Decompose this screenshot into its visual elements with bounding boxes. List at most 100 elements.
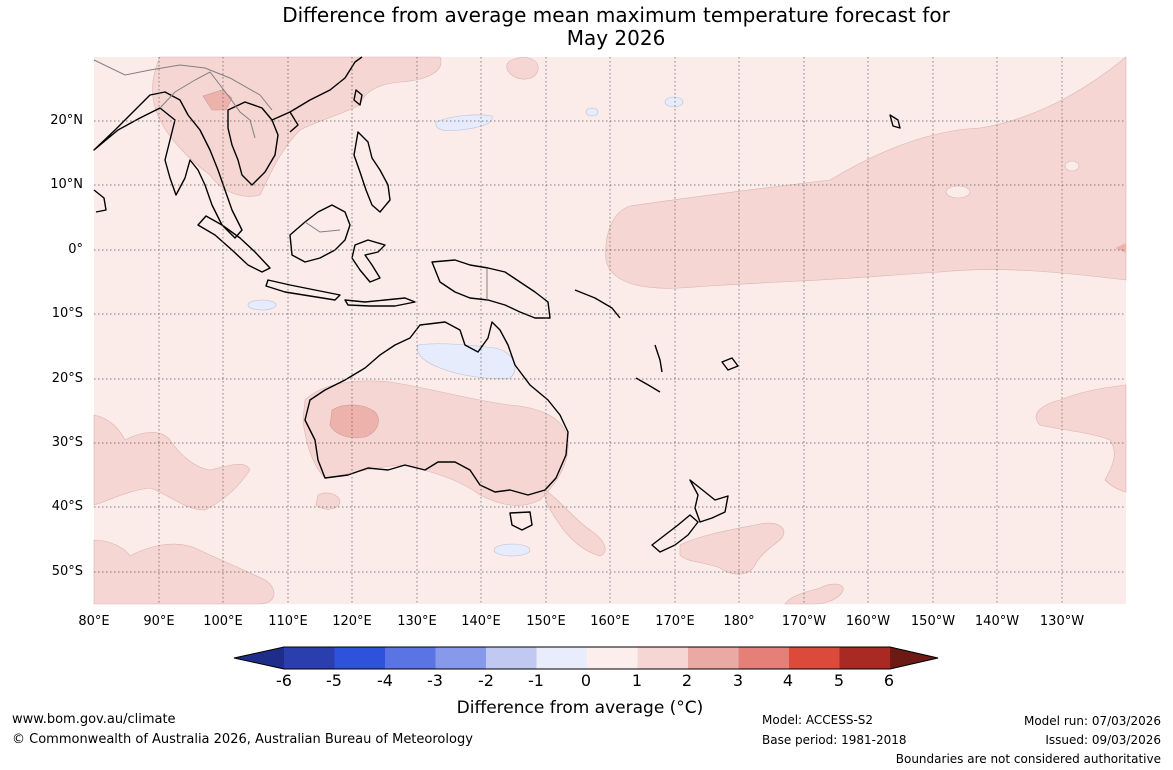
colorbar-extend-high	[890, 647, 938, 669]
chart-title: Difference from average mean maximum tem…	[0, 4, 1173, 50]
colorbar-segment	[385, 647, 436, 669]
anomaly-region-ne	[506, 57, 539, 80]
colorbar-tick-label: 2	[681, 671, 693, 690]
title-line-1: Difference from average mean maximum tem…	[282, 3, 950, 27]
colorbar-segment	[435, 647, 487, 669]
anomaly-region-east	[1035, 384, 1127, 493]
lon-label: 90°E	[143, 614, 175, 629]
lon-label: 170°W	[781, 614, 827, 629]
coastline-sumatra	[197, 215, 271, 273]
coastline-philippines	[353, 131, 391, 213]
coastlines	[93, 56, 901, 553]
colorbar-segment	[334, 647, 386, 669]
country-borders	[93, 59, 488, 300]
lat-label: 20°N	[50, 113, 83, 128]
colorbar-tick-label: -1	[528, 671, 544, 690]
lat-label: 0°	[68, 242, 83, 257]
anomaly-region-island	[315, 492, 341, 510]
model-text: Model: ACCESS-S2	[762, 713, 874, 727]
anomaly-hole	[945, 185, 971, 199]
website-text: www.bom.gov.au/climate	[12, 712, 176, 727]
lon-label: 120°E	[332, 614, 372, 629]
colorbar-tick-label: -4	[377, 671, 393, 690]
issued-text: Issued: 09/03/2026	[1045, 733, 1161, 747]
colorbar-segment	[637, 647, 689, 669]
coastline-fiji	[721, 357, 739, 371]
lon-label: 100°E	[203, 614, 243, 629]
lon-label: 150°E	[526, 614, 566, 629]
coastline-lesser-sunda	[344, 297, 416, 307]
lon-label: 160°W	[845, 614, 891, 629]
anomaly-region-cool-small	[247, 299, 277, 311]
lat-label: 10°S	[51, 306, 83, 321]
title-line-2: May 2026	[566, 26, 666, 50]
lon-label: 180°	[723, 614, 755, 629]
colorbar-segment	[738, 647, 790, 669]
border-myanmar	[159, 71, 256, 139]
anomaly-region-edge	[1115, 243, 1126, 253]
colorbar-segment	[789, 647, 840, 669]
border-china	[93, 59, 273, 111]
coastline-australia	[304, 321, 569, 496]
colorbar-segment	[486, 647, 537, 669]
colorbar-outline	[233, 646, 939, 670]
lon-label: 110°E	[268, 614, 308, 629]
colorbar-title: Difference from average (°C)	[456, 698, 704, 718]
lat-label: 50°S	[51, 564, 83, 579]
coastline-java	[265, 279, 341, 301]
lon-label: 160°E	[590, 614, 630, 629]
coastline-tasmania	[509, 511, 533, 531]
colorbar-tick-label: 1	[631, 671, 643, 690]
colorbar-segment	[587, 647, 638, 669]
lat-label: 20°S	[51, 371, 83, 386]
lon-label: 170°E	[655, 614, 695, 629]
anomaly-region-cool-philippine	[435, 114, 493, 132]
copyright-text: © Commonwealth of Australia 2026, Austra…	[12, 732, 473, 747]
lon-label: 80°E	[78, 614, 110, 629]
colorbar-segment	[688, 647, 739, 669]
coastline-mariana	[889, 114, 901, 129]
colorbar	[233, 646, 939, 670]
colorbar-extend-low	[234, 647, 284, 669]
coastline-india-tip	[93, 189, 107, 213]
graticule	[94, 57, 1126, 604]
anomaly-region-australia-core	[329, 404, 379, 439]
coastline-taiwan	[353, 89, 363, 106]
anomaly-region-cool-small	[585, 107, 599, 117]
lat-label: 10°N	[50, 177, 83, 192]
colorbar-segment	[536, 647, 588, 669]
colorbar-tick-label: 5	[833, 671, 845, 690]
coastline-se-asia	[93, 91, 243, 239]
anomaly-region-south-pacific	[784, 583, 844, 605]
disclaimer-text: Boundaries are not considered authoritat…	[895, 752, 1161, 766]
anomaly-hole	[1064, 160, 1080, 172]
colorbar-tick-label: -5	[326, 671, 342, 690]
anomaly-region-asia-core	[202, 89, 233, 111]
lon-label: 130°W	[1039, 614, 1085, 629]
lat-label: 30°S	[51, 435, 83, 450]
colorbar-tick-label: -6	[276, 671, 292, 690]
anomaly-region-nz-east	[679, 522, 785, 575]
coastline-nz-north	[689, 479, 729, 523]
anomaly-region-pacific	[605, 56, 1127, 289]
lon-label: 140°E	[461, 614, 501, 629]
anomaly-region-tasman	[544, 489, 606, 557]
anomaly-region-south	[93, 539, 275, 605]
colorbar-tick-label: 6	[883, 671, 895, 690]
coastline-nz-south	[651, 514, 699, 553]
colorbar-segment	[839, 647, 891, 669]
anomaly-region-cool-carpentaria	[417, 343, 516, 379]
anomaly-region-indian-ocean	[93, 414, 251, 511]
lat-label: 40°S	[51, 499, 83, 514]
lon-label: 130°E	[397, 614, 437, 629]
colorbar-tick-label: -3	[427, 671, 443, 690]
coastline-solomons	[574, 289, 621, 319]
anomaly-region-cool-small	[493, 543, 531, 557]
lon-label: 140°W	[974, 614, 1020, 629]
coastline-sulawesi	[351, 239, 386, 283]
coastline-borneo	[289, 204, 351, 263]
border-borneo	[304, 221, 341, 233]
colorbar-segment	[284, 647, 335, 669]
coastline-indochina	[227, 101, 279, 186]
